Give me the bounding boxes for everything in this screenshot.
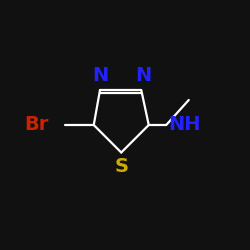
- Text: NH: NH: [169, 116, 201, 134]
- Text: N: N: [136, 66, 152, 85]
- Text: Br: Br: [24, 116, 49, 134]
- Text: N: N: [92, 66, 108, 85]
- Text: S: S: [114, 158, 128, 176]
